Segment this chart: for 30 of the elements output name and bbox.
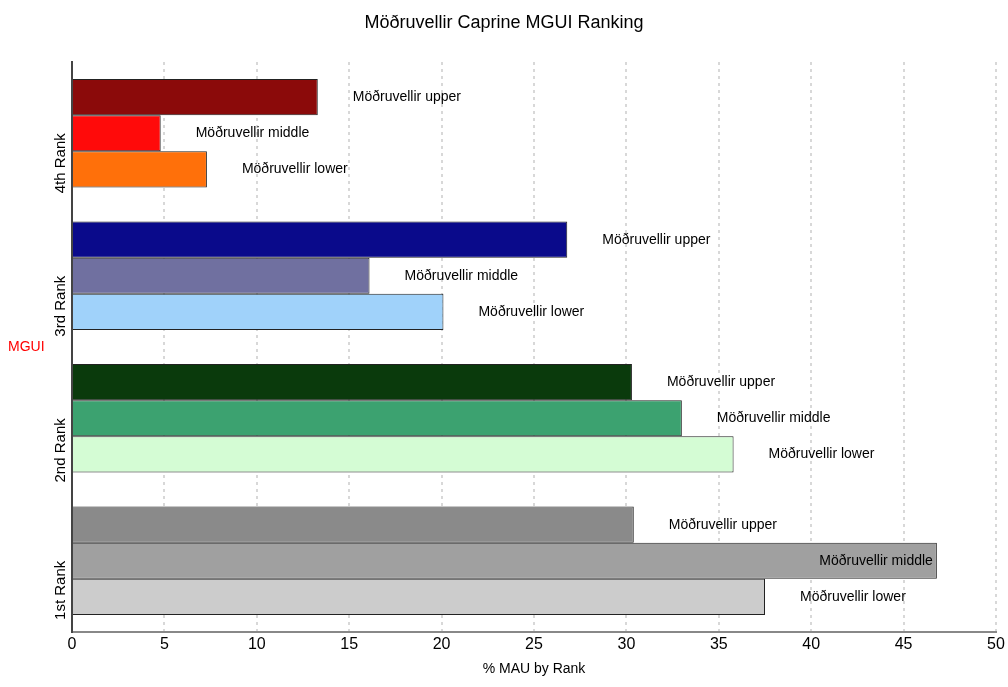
x-tick-label: 35: [709, 635, 728, 653]
x-tick-label: 45: [894, 635, 913, 653]
text: Möðruvellir lower: [478, 302, 585, 319]
x-tick-label: 30: [617, 635, 636, 653]
text: Möðruvellir middle: [195, 124, 310, 141]
text: Möðruvellir upper: [666, 373, 776, 390]
text: Möðruvellir upper: [352, 88, 462, 105]
x-tick-label: 50: [987, 635, 1005, 653]
y-tick-label: 4th Rank: [51, 132, 69, 194]
y-tick-label: 2nd Rank: [51, 417, 69, 483]
text: Möðruvellir upper: [602, 230, 711, 247]
text: Möðruvellir lower: [241, 160, 349, 177]
x-tick-label: 40: [802, 635, 821, 653]
x-tick-label: 25: [525, 635, 543, 653]
text: Möðruvellir middle: [404, 266, 519, 283]
y-axis-title: MGUI: [8, 337, 45, 354]
text: Möðruvellir lower: [800, 587, 906, 604]
text: Möðruvellir upper: [668, 515, 777, 532]
series-label: Möðruvellir middle: [819, 551, 934, 568]
y-tick-label: 3rd Rank: [51, 275, 69, 337]
x-tick-label: 0: [67, 635, 77, 653]
x-axis-title: % MAU by Rank: [482, 660, 587, 677]
y-tick-label: 1st Rank: [51, 560, 69, 620]
text: Möðruvellir lower: [768, 445, 875, 462]
x-tick-label: 10: [247, 635, 266, 653]
x-tick-label: 5: [159, 635, 169, 653]
x-tick-label: 15: [340, 635, 359, 653]
x-tick-label: 20: [432, 635, 451, 653]
text: Möðruvellir middle: [716, 409, 831, 426]
chart-title: Möðruvellir Caprine MGUI Ranking: [363, 12, 645, 34]
